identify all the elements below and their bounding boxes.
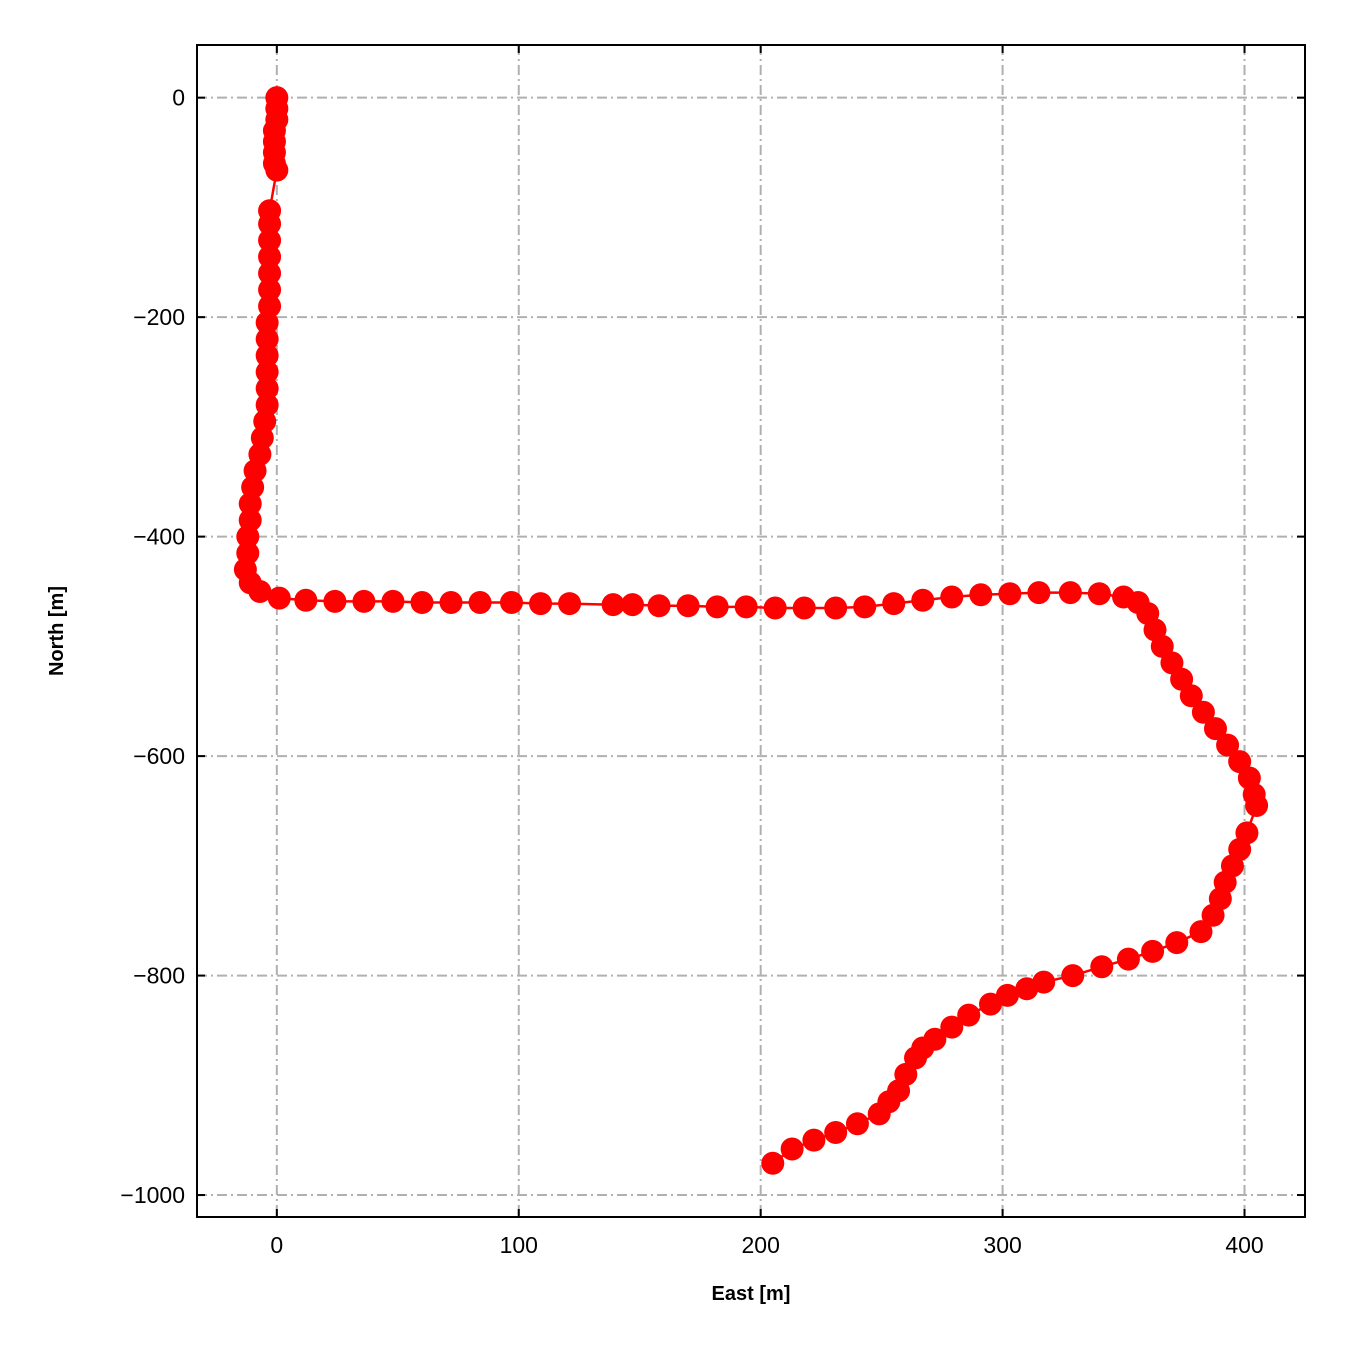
trajectory-point xyxy=(238,492,262,516)
ticks: 0 100 200 300 400 0 −200 −400 −600 −800 −1000 xyxy=(120,45,1305,1258)
trajectory-point xyxy=(1015,977,1039,1001)
trajectory-point xyxy=(940,1015,964,1039)
trajectory-point xyxy=(792,596,816,620)
trajectory-point xyxy=(1191,700,1215,724)
trajectory-point xyxy=(882,592,906,616)
trajectory-point xyxy=(1027,581,1051,605)
trajectory-point xyxy=(258,278,282,302)
trajectory-point xyxy=(1165,931,1189,955)
trajectory-point xyxy=(267,586,291,610)
trajectory-point xyxy=(1061,964,1085,988)
trajectory-point xyxy=(676,594,700,618)
trajectory-point xyxy=(258,245,282,269)
x-tick-label: 200 xyxy=(741,1232,779,1258)
trajectory-point xyxy=(1179,684,1203,708)
trajectory-point xyxy=(558,592,582,616)
trajectory-point xyxy=(998,582,1022,606)
trajectory-point xyxy=(255,327,279,351)
trajectory-point xyxy=(824,1121,848,1145)
trajectory-point xyxy=(1201,903,1225,927)
trajectory-point xyxy=(1216,733,1240,757)
trajectory-point xyxy=(780,1137,804,1161)
trajectory-point xyxy=(255,360,279,384)
x-tick-label: 0 xyxy=(270,1232,283,1258)
trajectory-point xyxy=(763,596,787,620)
trajectory-point xyxy=(255,344,279,368)
x-axis-label: East [m] xyxy=(712,1283,791,1305)
trajectory-point xyxy=(1116,947,1140,971)
trajectory-point xyxy=(265,158,289,182)
trajectory-point xyxy=(248,579,272,603)
trajectory-point xyxy=(979,992,1003,1016)
trajectory-point xyxy=(705,595,729,619)
x-tick-label: 300 xyxy=(983,1232,1021,1258)
trajectory-point xyxy=(601,593,625,617)
trajectory-point xyxy=(258,261,282,285)
trajectory-point xyxy=(845,1112,869,1136)
trajectory-line xyxy=(244,97,1258,1165)
trajectory-point xyxy=(802,1128,826,1152)
trajectory-point xyxy=(734,595,758,619)
y-axis-label: North [m] xyxy=(46,586,68,676)
trajectory-point xyxy=(647,594,671,618)
trajectory-point xyxy=(294,588,318,612)
trajectory-point xyxy=(499,590,523,614)
trajectory-point xyxy=(410,590,434,614)
trajectory-point xyxy=(853,595,877,619)
trajectory-point xyxy=(255,311,279,335)
trajectory-point xyxy=(258,228,282,252)
axes-frame xyxy=(196,44,1306,1218)
y-tick-label: −400 xyxy=(133,524,185,550)
trajectory-point xyxy=(957,1003,981,1027)
trajectory-point xyxy=(1090,955,1114,979)
y-tick-label: −1000 xyxy=(120,1182,185,1208)
y-tick-label: −600 xyxy=(133,743,185,769)
trajectory-point xyxy=(236,525,260,549)
trajectory-point xyxy=(867,1102,891,1126)
trajectory-point xyxy=(940,585,964,609)
x-tick-label: 100 xyxy=(500,1232,538,1258)
y-tick-label: −800 xyxy=(133,963,185,989)
trajectory-point xyxy=(620,593,644,617)
trajectory-point xyxy=(969,583,993,607)
trajectory-point xyxy=(1189,920,1213,944)
trajectory-point xyxy=(258,212,282,236)
trajectory-point xyxy=(255,376,279,400)
trajectory-point xyxy=(352,589,376,613)
trajectory-point xyxy=(468,590,492,614)
trajectory-point xyxy=(1141,939,1165,963)
trajectory-point xyxy=(761,1151,785,1175)
trajectory-point xyxy=(824,596,848,620)
trajectory-point xyxy=(1087,582,1111,606)
trajectory-point xyxy=(995,983,1019,1007)
trajectory-point xyxy=(381,589,405,613)
y-tick-label: 0 xyxy=(172,85,185,111)
trajectory-point xyxy=(323,589,347,613)
trajectory-point xyxy=(529,592,553,616)
grid xyxy=(197,45,1305,1217)
plot-area xyxy=(233,86,1269,1175)
trajectory-point xyxy=(439,590,463,614)
trajectory-point xyxy=(1203,717,1227,741)
trajectory-point xyxy=(911,588,935,612)
y-tick-label: −200 xyxy=(133,304,185,330)
trajectory-point xyxy=(1245,793,1269,817)
x-tick-label: 400 xyxy=(1225,1232,1263,1258)
trajectory-point xyxy=(1058,581,1082,605)
